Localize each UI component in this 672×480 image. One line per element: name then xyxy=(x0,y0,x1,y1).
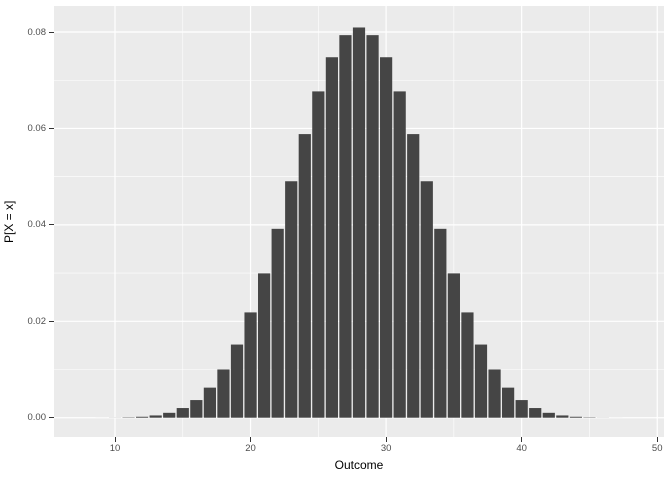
bar-outcome-27 xyxy=(339,35,352,418)
bar-outcome-38 xyxy=(488,369,501,418)
y-tick-label: 0.04 xyxy=(27,219,47,231)
bar-outcome-35 xyxy=(447,273,460,418)
bar-outcome-12 xyxy=(136,416,149,418)
x-tick-mark xyxy=(521,437,523,442)
x-tick-mark xyxy=(250,437,252,442)
bar-outcome-20 xyxy=(244,312,257,418)
bar-outcome-23 xyxy=(285,181,298,418)
bar-outcome-24 xyxy=(298,134,311,418)
bar-outcome-44 xyxy=(569,416,582,418)
y-tick-label: 0.06 xyxy=(27,122,47,134)
bar-outcome-14 xyxy=(163,412,176,418)
bar-outcome-30 xyxy=(380,57,393,418)
plot-area-svg xyxy=(54,6,664,437)
x-tick-label: 50 xyxy=(651,443,663,454)
bar-outcome-40 xyxy=(515,400,528,418)
bar-outcome-15 xyxy=(176,408,189,418)
bar-outcome-21 xyxy=(258,273,271,418)
x-tick-mark xyxy=(114,437,116,442)
bar-outcome-32 xyxy=(407,134,420,418)
bar-outcome-25 xyxy=(312,91,325,418)
y-tick-label: 0.02 xyxy=(27,315,47,327)
plot-panel xyxy=(54,6,664,437)
y-tick-label: 0.00 xyxy=(27,412,47,424)
y-tick-mark xyxy=(48,127,54,129)
bar-outcome-34 xyxy=(434,228,447,418)
bar-outcome-39 xyxy=(502,387,515,418)
x-tick-label: 30 xyxy=(380,443,392,454)
bar-outcome-43 xyxy=(556,415,569,418)
y-tick-mark xyxy=(48,320,54,322)
bar-outcome-31 xyxy=(393,91,406,418)
x-tick-label: 10 xyxy=(109,443,121,454)
x-tick-label: 40 xyxy=(516,443,527,454)
bar-outcome-22 xyxy=(271,228,284,418)
bar-outcome-28 xyxy=(352,27,366,418)
bar-outcome-37 xyxy=(474,344,488,418)
bar-outcome-17 xyxy=(203,387,216,418)
bar-outcome-26 xyxy=(325,57,338,418)
y-tick-mark xyxy=(48,224,54,226)
bar-outcome-42 xyxy=(542,412,555,418)
y-tick-label: 0.08 xyxy=(27,26,47,38)
bar-outcome-16 xyxy=(190,400,203,418)
x-tick-mark xyxy=(656,437,658,442)
y-axis-title: P[X = x] xyxy=(2,200,16,243)
y-tick-mark xyxy=(48,31,54,33)
x-axis-title: Outcome xyxy=(334,458,384,472)
bar-outcome-19 xyxy=(230,344,244,418)
bar-outcome-18 xyxy=(217,369,230,418)
bar-outcome-36 xyxy=(461,312,474,418)
bar-outcome-33 xyxy=(420,181,433,418)
bar-outcome-41 xyxy=(529,408,542,418)
bar-outcome-29 xyxy=(366,35,379,418)
x-tick-label: 20 xyxy=(245,443,256,454)
x-tick-mark xyxy=(385,437,387,442)
y-tick-mark xyxy=(48,417,54,419)
bar-outcome-13 xyxy=(149,415,162,418)
